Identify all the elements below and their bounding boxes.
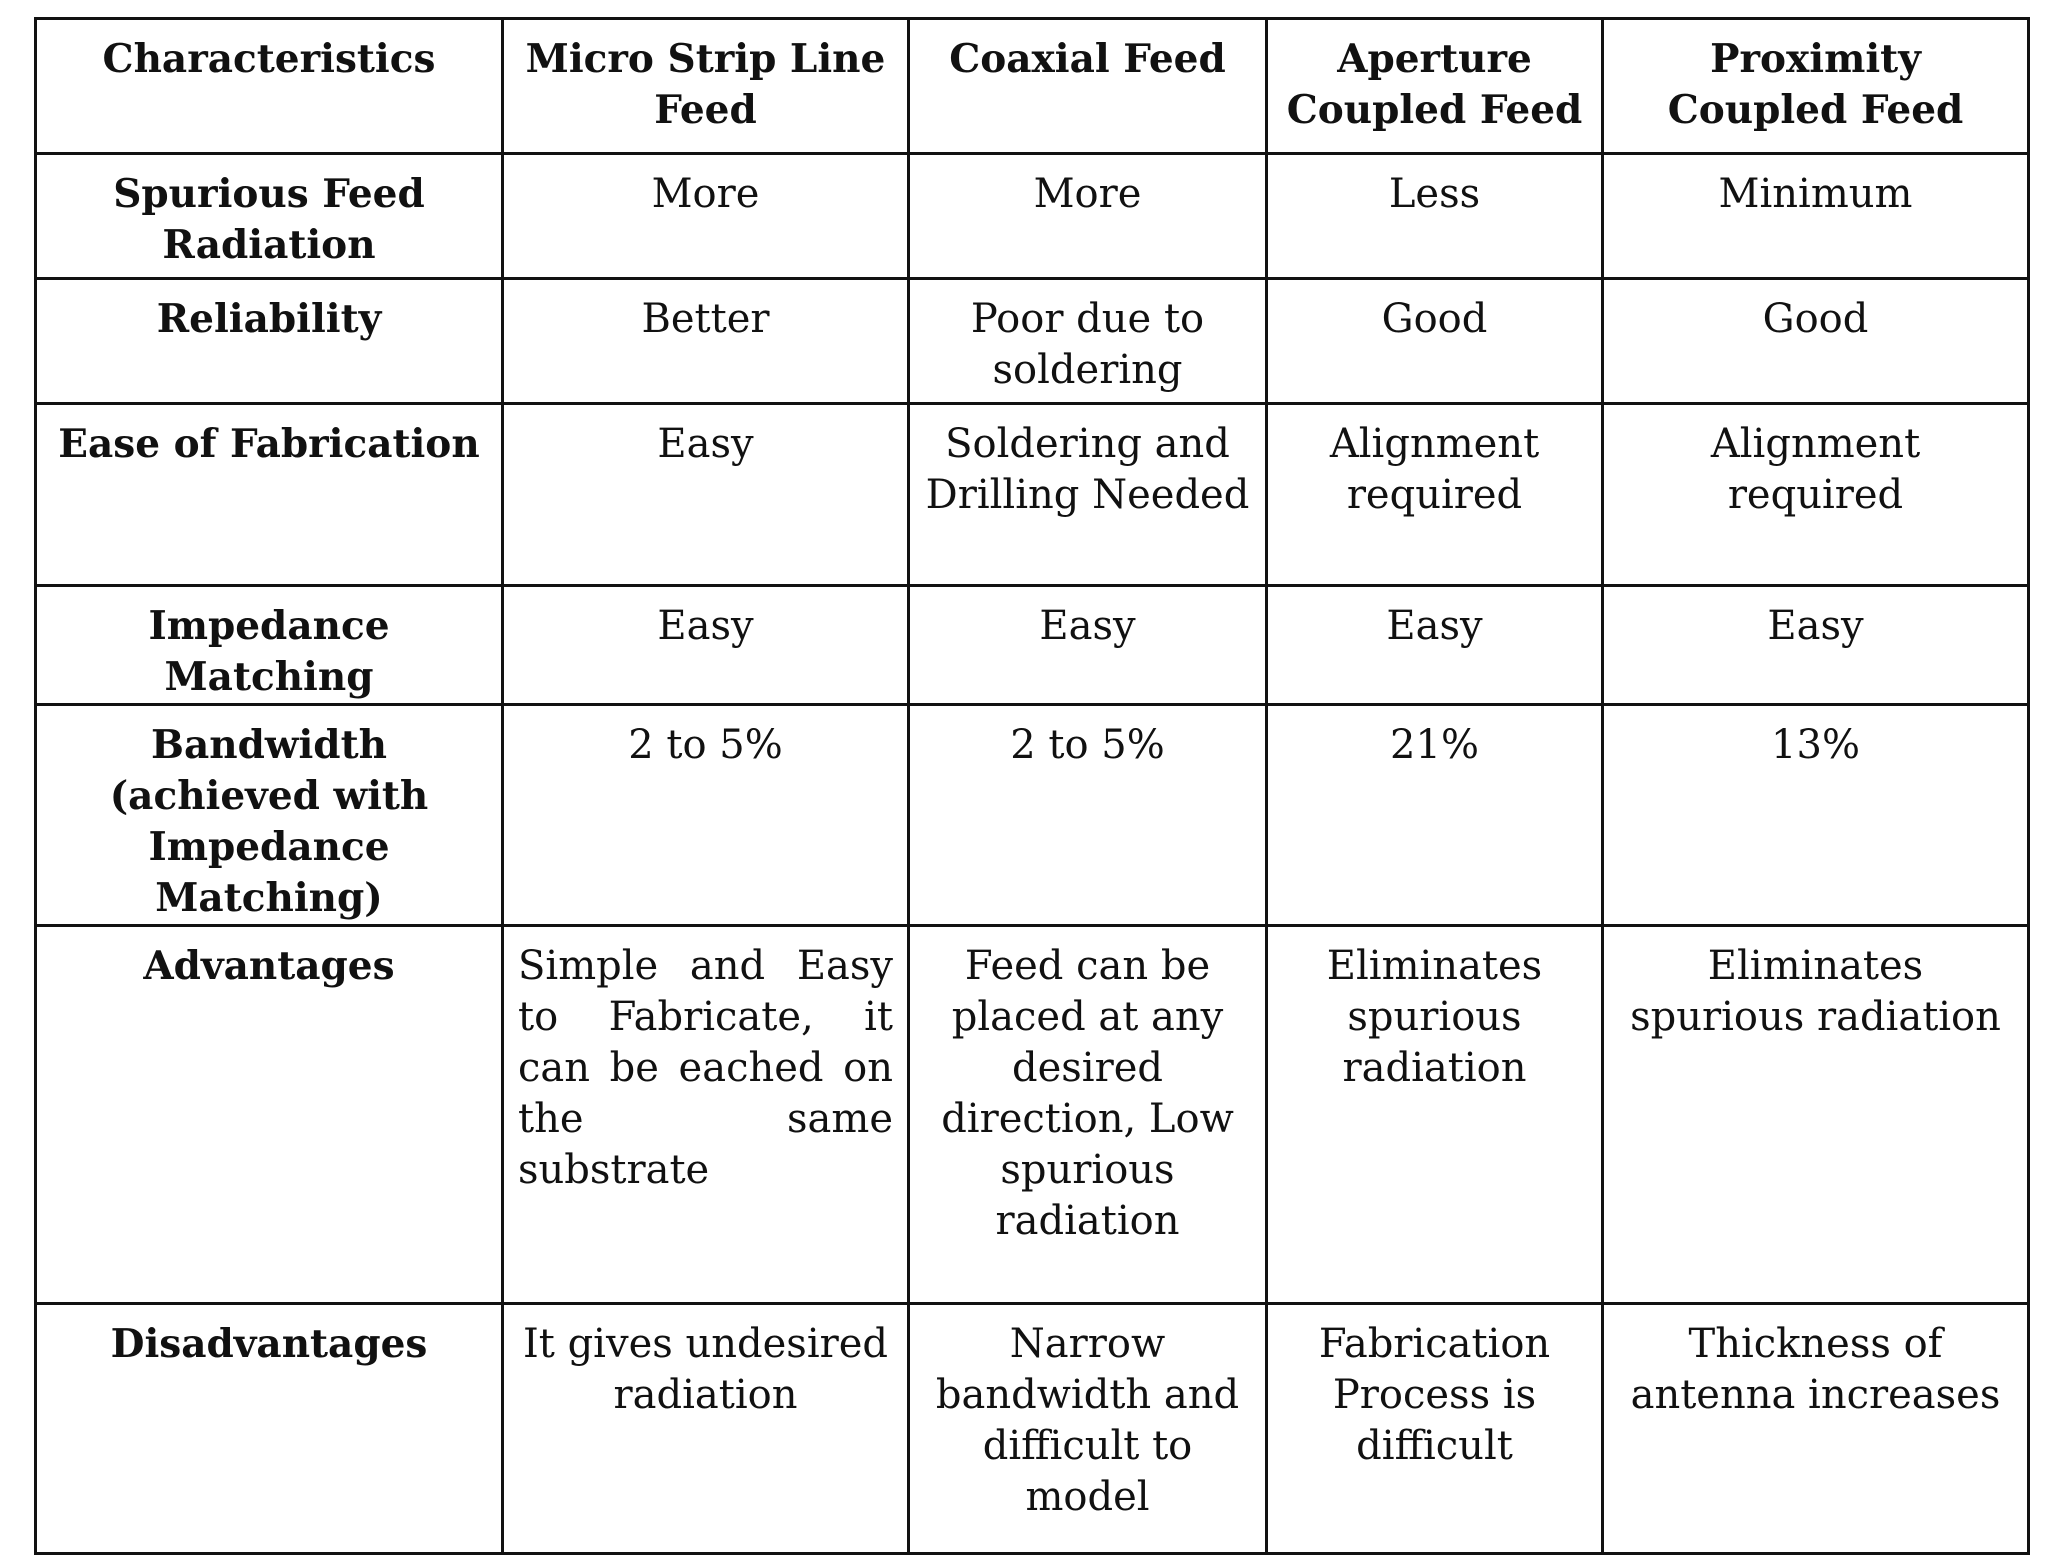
table-cell: Minimum xyxy=(1601,152,2030,280)
table-cell: Easy xyxy=(501,584,910,706)
table-cell: Fabrication Process is difficult xyxy=(1265,1302,1604,1555)
table-cell: Easy xyxy=(1601,584,2030,706)
row-label-bandwidth: Bandwidth (achieved with Impedance Match… xyxy=(34,703,504,927)
table-row: Spurious Feed Radiation More More Less M… xyxy=(34,152,2030,280)
table-row: Impedance Matching Easy Easy Easy Easy xyxy=(34,584,2030,706)
table-cell: Eliminates spurious radiation xyxy=(1265,924,1604,1305)
header-microstrip-line-feed: Micro Strip Line Feed xyxy=(501,17,910,155)
comparison-table-container: Characteristics Micro Strip Line Feed Co… xyxy=(34,17,2030,1555)
table-row: Reliability Better Poor due to soldering… xyxy=(34,277,2030,405)
table-row: Bandwidth (achieved with Impedance Match… xyxy=(34,703,2030,927)
header-aperture-coupled-feed: Aperture Coupled Feed xyxy=(1265,17,1604,155)
table-cell: Narrow bandwidth and difficult to model xyxy=(907,1302,1268,1555)
table-cell: Good xyxy=(1601,277,2030,405)
row-label-advantages: Advantages xyxy=(34,924,504,1305)
table-row: Ease of Fabrication Easy Soldering and D… xyxy=(34,402,2030,587)
table-row: Disadvantages It gives undesired radiati… xyxy=(34,1302,2030,1555)
feed-comparison-table: Characteristics Micro Strip Line Feed Co… xyxy=(34,17,2030,1555)
table-cell: 2 to 5% xyxy=(501,703,910,927)
row-label-ease-of-fabrication: Ease of Fabrication xyxy=(34,402,504,587)
header-row: Characteristics Micro Strip Line Feed Co… xyxy=(34,17,2030,155)
table-cell: 21% xyxy=(1265,703,1604,927)
table-cell: Easy xyxy=(501,402,910,587)
row-label-reliability: Reliability xyxy=(34,277,504,405)
table-cell: Alignment required xyxy=(1265,402,1604,587)
table-cell: 2 to 5% xyxy=(907,703,1268,927)
table-cell: Easy xyxy=(907,584,1268,706)
header-coaxial-feed: Coaxial Feed xyxy=(907,17,1268,155)
table-row: Advantages Simple and Easy to Fabricate,… xyxy=(34,924,2030,1305)
header-characteristics: Characteristics xyxy=(34,17,504,155)
table-cell: Poor due to soldering xyxy=(907,277,1268,405)
table-cell: Feed can be placed at any desired direct… xyxy=(907,924,1268,1305)
table-cell: Soldering and Drilling Needed xyxy=(907,402,1268,587)
table-cell: Simple and Easy to Fabricate, it can be … xyxy=(501,924,910,1305)
row-label-disadvantages: Disadvantages xyxy=(34,1302,504,1555)
table-cell: Alignment required xyxy=(1601,402,2030,587)
table-cell: Eliminates spurious radiation xyxy=(1601,924,2030,1305)
table-cell: More xyxy=(501,152,910,280)
header-proximity-coupled-feed: Proximity Coupled Feed xyxy=(1601,17,2030,155)
row-label-spurious-feed-radiation: Spurious Feed Radiation xyxy=(34,152,504,280)
table-cell: Good xyxy=(1265,277,1604,405)
table-cell: Easy xyxy=(1265,584,1604,706)
table-cell: It gives undesired radiation xyxy=(501,1302,910,1555)
table-cell: Better xyxy=(501,277,910,405)
row-label-impedance-matching: Impedance Matching xyxy=(34,584,504,706)
table-cell: Thickness of antenna increases xyxy=(1601,1302,2030,1555)
table-cell: 13% xyxy=(1601,703,2030,927)
table-cell: Less xyxy=(1265,152,1604,280)
table-cell: More xyxy=(907,152,1268,280)
